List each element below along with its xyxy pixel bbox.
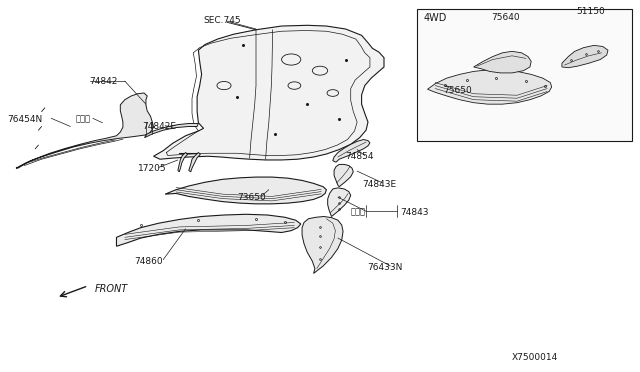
Bar <box>417 9 632 141</box>
Polygon shape <box>428 70 552 104</box>
Polygon shape <box>145 124 198 138</box>
Text: 74843: 74843 <box>400 208 429 217</box>
Polygon shape <box>116 214 301 246</box>
Polygon shape <box>302 217 343 273</box>
Text: 非販売: 非販売 <box>351 208 365 217</box>
Polygon shape <box>154 25 384 160</box>
Polygon shape <box>165 177 326 204</box>
Polygon shape <box>474 51 531 73</box>
Polygon shape <box>328 188 351 217</box>
Polygon shape <box>178 153 188 172</box>
Text: 17205: 17205 <box>138 164 167 173</box>
Text: 4WD: 4WD <box>424 13 447 23</box>
Text: FRONT: FRONT <box>95 285 128 294</box>
Polygon shape <box>334 164 353 187</box>
Text: X7500014: X7500014 <box>512 353 558 362</box>
Text: 74842: 74842 <box>90 77 118 86</box>
Text: 74854: 74854 <box>346 152 374 161</box>
Polygon shape <box>562 45 608 68</box>
Text: 76454N: 76454N <box>8 115 43 124</box>
Text: 73650: 73650 <box>237 193 266 202</box>
Polygon shape <box>333 140 370 162</box>
Text: 76433N: 76433N <box>367 263 402 272</box>
Polygon shape <box>189 153 200 172</box>
Text: 74860: 74860 <box>134 257 163 266</box>
Polygon shape <box>16 93 154 168</box>
Text: 75650: 75650 <box>444 86 472 94</box>
Text: 51150: 51150 <box>576 7 605 16</box>
Text: 74843E: 74843E <box>362 180 396 189</box>
Text: 非販売: 非販売 <box>76 115 90 124</box>
Text: 74842E: 74842E <box>142 122 176 131</box>
Text: 75640: 75640 <box>492 13 520 22</box>
Text: SEC.745: SEC.745 <box>204 16 241 25</box>
